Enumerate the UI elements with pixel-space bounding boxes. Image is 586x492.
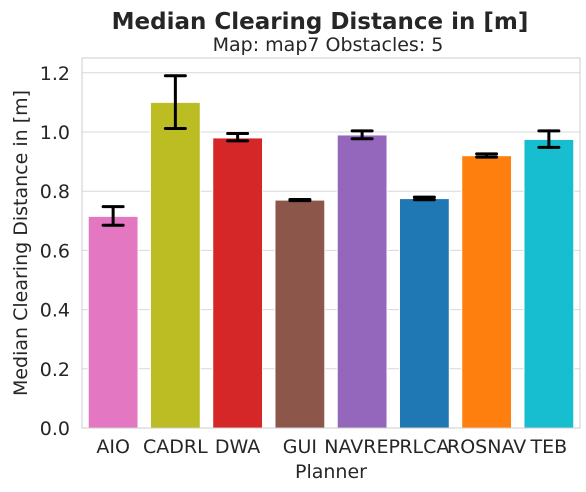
x-axis-label: Planner xyxy=(295,461,367,483)
x-tick-label: TEB xyxy=(530,436,568,458)
x-tick-label: GUI xyxy=(283,436,317,458)
x-tick-label: CADRL xyxy=(143,436,208,458)
x-tick-label: DWA xyxy=(215,436,260,458)
chart-subtitle: Map: map7 Obstacles: 5 xyxy=(213,34,444,56)
y-axis-label: Median Clearing Distance in [m] xyxy=(10,90,32,396)
bar-teb xyxy=(523,138,575,429)
bars xyxy=(87,101,575,429)
error-bars xyxy=(101,74,561,227)
y-tick-label: 1.0 xyxy=(40,122,70,144)
bar-rosnav xyxy=(461,155,513,429)
chart-title: Median Clearing Distance in [m] xyxy=(112,9,529,35)
bar-cadrl xyxy=(149,101,201,429)
x-tick-label: ROSNAV xyxy=(447,436,526,458)
x-tick-label: NAVREP xyxy=(324,436,400,458)
plot-area xyxy=(81,57,581,429)
x-tick-label: AIO xyxy=(96,436,130,458)
y-tick-label: 0.4 xyxy=(40,300,70,322)
y-tick-label: 1.2 xyxy=(40,63,70,85)
bar-aio xyxy=(87,215,139,429)
y-tick-label: 0.0 xyxy=(40,418,70,440)
bar-navrep xyxy=(336,134,388,429)
bar-gui xyxy=(274,199,326,429)
bar-dwa xyxy=(212,137,264,429)
y-tick-label: 0.2 xyxy=(40,359,70,381)
y-tick-label: 0.8 xyxy=(40,181,70,203)
y-axis-ticks: 0.0 0.2 0.4 0.6 0.8 1.0 1.2 xyxy=(40,63,70,440)
x-tick-label: RLCA xyxy=(399,436,449,458)
bar-rlca xyxy=(398,198,450,429)
y-tick-label: 0.6 xyxy=(40,240,70,262)
plot-frame xyxy=(81,57,581,429)
